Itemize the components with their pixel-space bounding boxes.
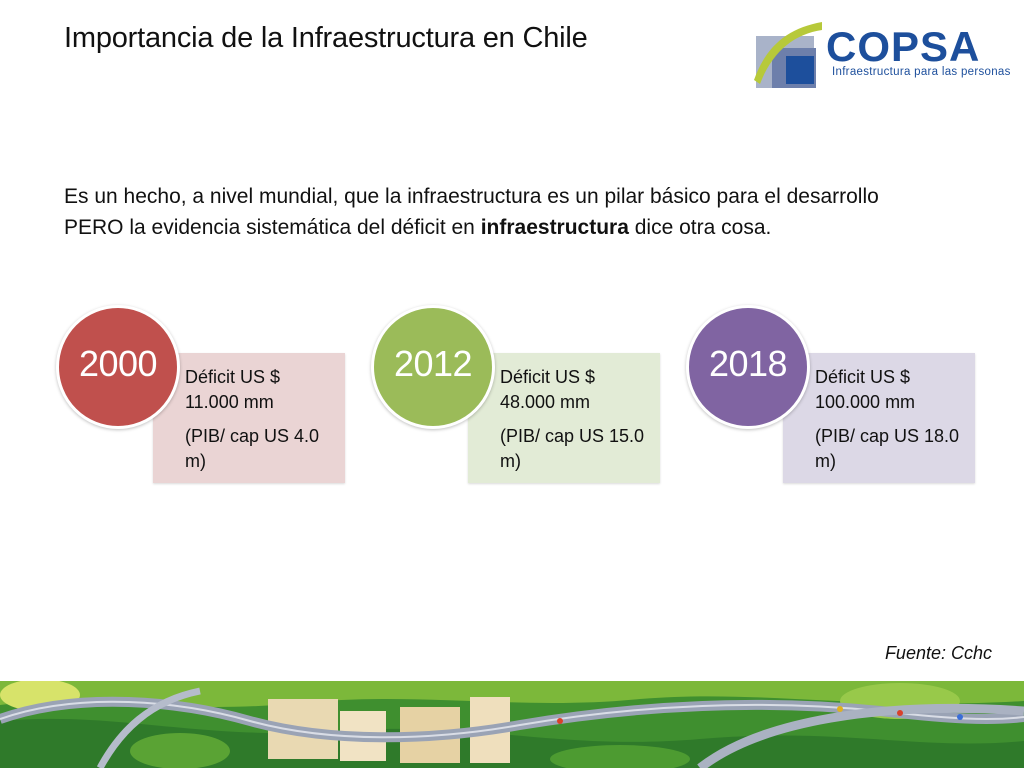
year-circle: 2018 [686, 305, 810, 429]
card-2012: 2012 Déficit US $ 48.000 mm (PIB/ cap US… [371, 305, 671, 485]
intro-text-1: Es un hecho, a nivel mundial, que la inf… [64, 185, 879, 239]
copsa-logo-mark-icon [754, 22, 822, 88]
slide-title: Importancia de la Infraestructura en Chi… [64, 22, 588, 54]
year-label: 2018 [708, 343, 788, 384]
card-text: Déficit US $ 48.000 mm (PIB/ cap US 15.0… [500, 365, 650, 483]
source-note: Fuente: Cchc [884, 643, 992, 663]
card-2000: 2000 Déficit US $ 11.000 mm (PIB/ cap US… [56, 305, 356, 485]
card-text: Déficit US $ 100.000 mm (PIB/ cap US 18.… [815, 365, 965, 483]
intro-bold-term: infraestructura [480, 216, 629, 239]
landscape-banner-illustration [0, 681, 1024, 768]
logo-name: COPSA [826, 23, 981, 70]
year-label: 2000 [78, 343, 158, 384]
intro-paragraph: Es un hecho, a nivel mundial, que la inf… [64, 181, 904, 243]
copsa-logo: COPSA Infraestructura para las personas [752, 18, 1011, 92]
deficit-text: Déficit US $ 100.000 mm [815, 367, 916, 412]
logo-tagline: Infraestructura para las personas [832, 66, 1011, 78]
pib-text: (PIB/ cap US 15.0 m) [500, 426, 645, 471]
year-circle: 2000 [56, 305, 180, 429]
year-label: 2012 [393, 343, 473, 384]
card-box [153, 353, 345, 483]
card-2018: 2018 Déficit US $ 100.000 mm (PIB/ cap U… [686, 305, 986, 485]
card-box [468, 353, 660, 483]
intro-text-2: dice otra cosa. [628, 216, 772, 239]
year-circle: 2012 [371, 305, 495, 429]
deficit-text: Déficit US $ 48.000 mm [500, 367, 596, 412]
deficit-text: Déficit US $ 11.000 mm [185, 367, 281, 412]
pib-text: (PIB/ cap US 4.0 m) [185, 426, 320, 471]
pib-text: (PIB/ cap US 18.0 m) [815, 426, 960, 471]
card-text: Déficit US $ 11.000 mm (PIB/ cap US 4.0 … [185, 365, 335, 483]
card-box [783, 353, 975, 483]
